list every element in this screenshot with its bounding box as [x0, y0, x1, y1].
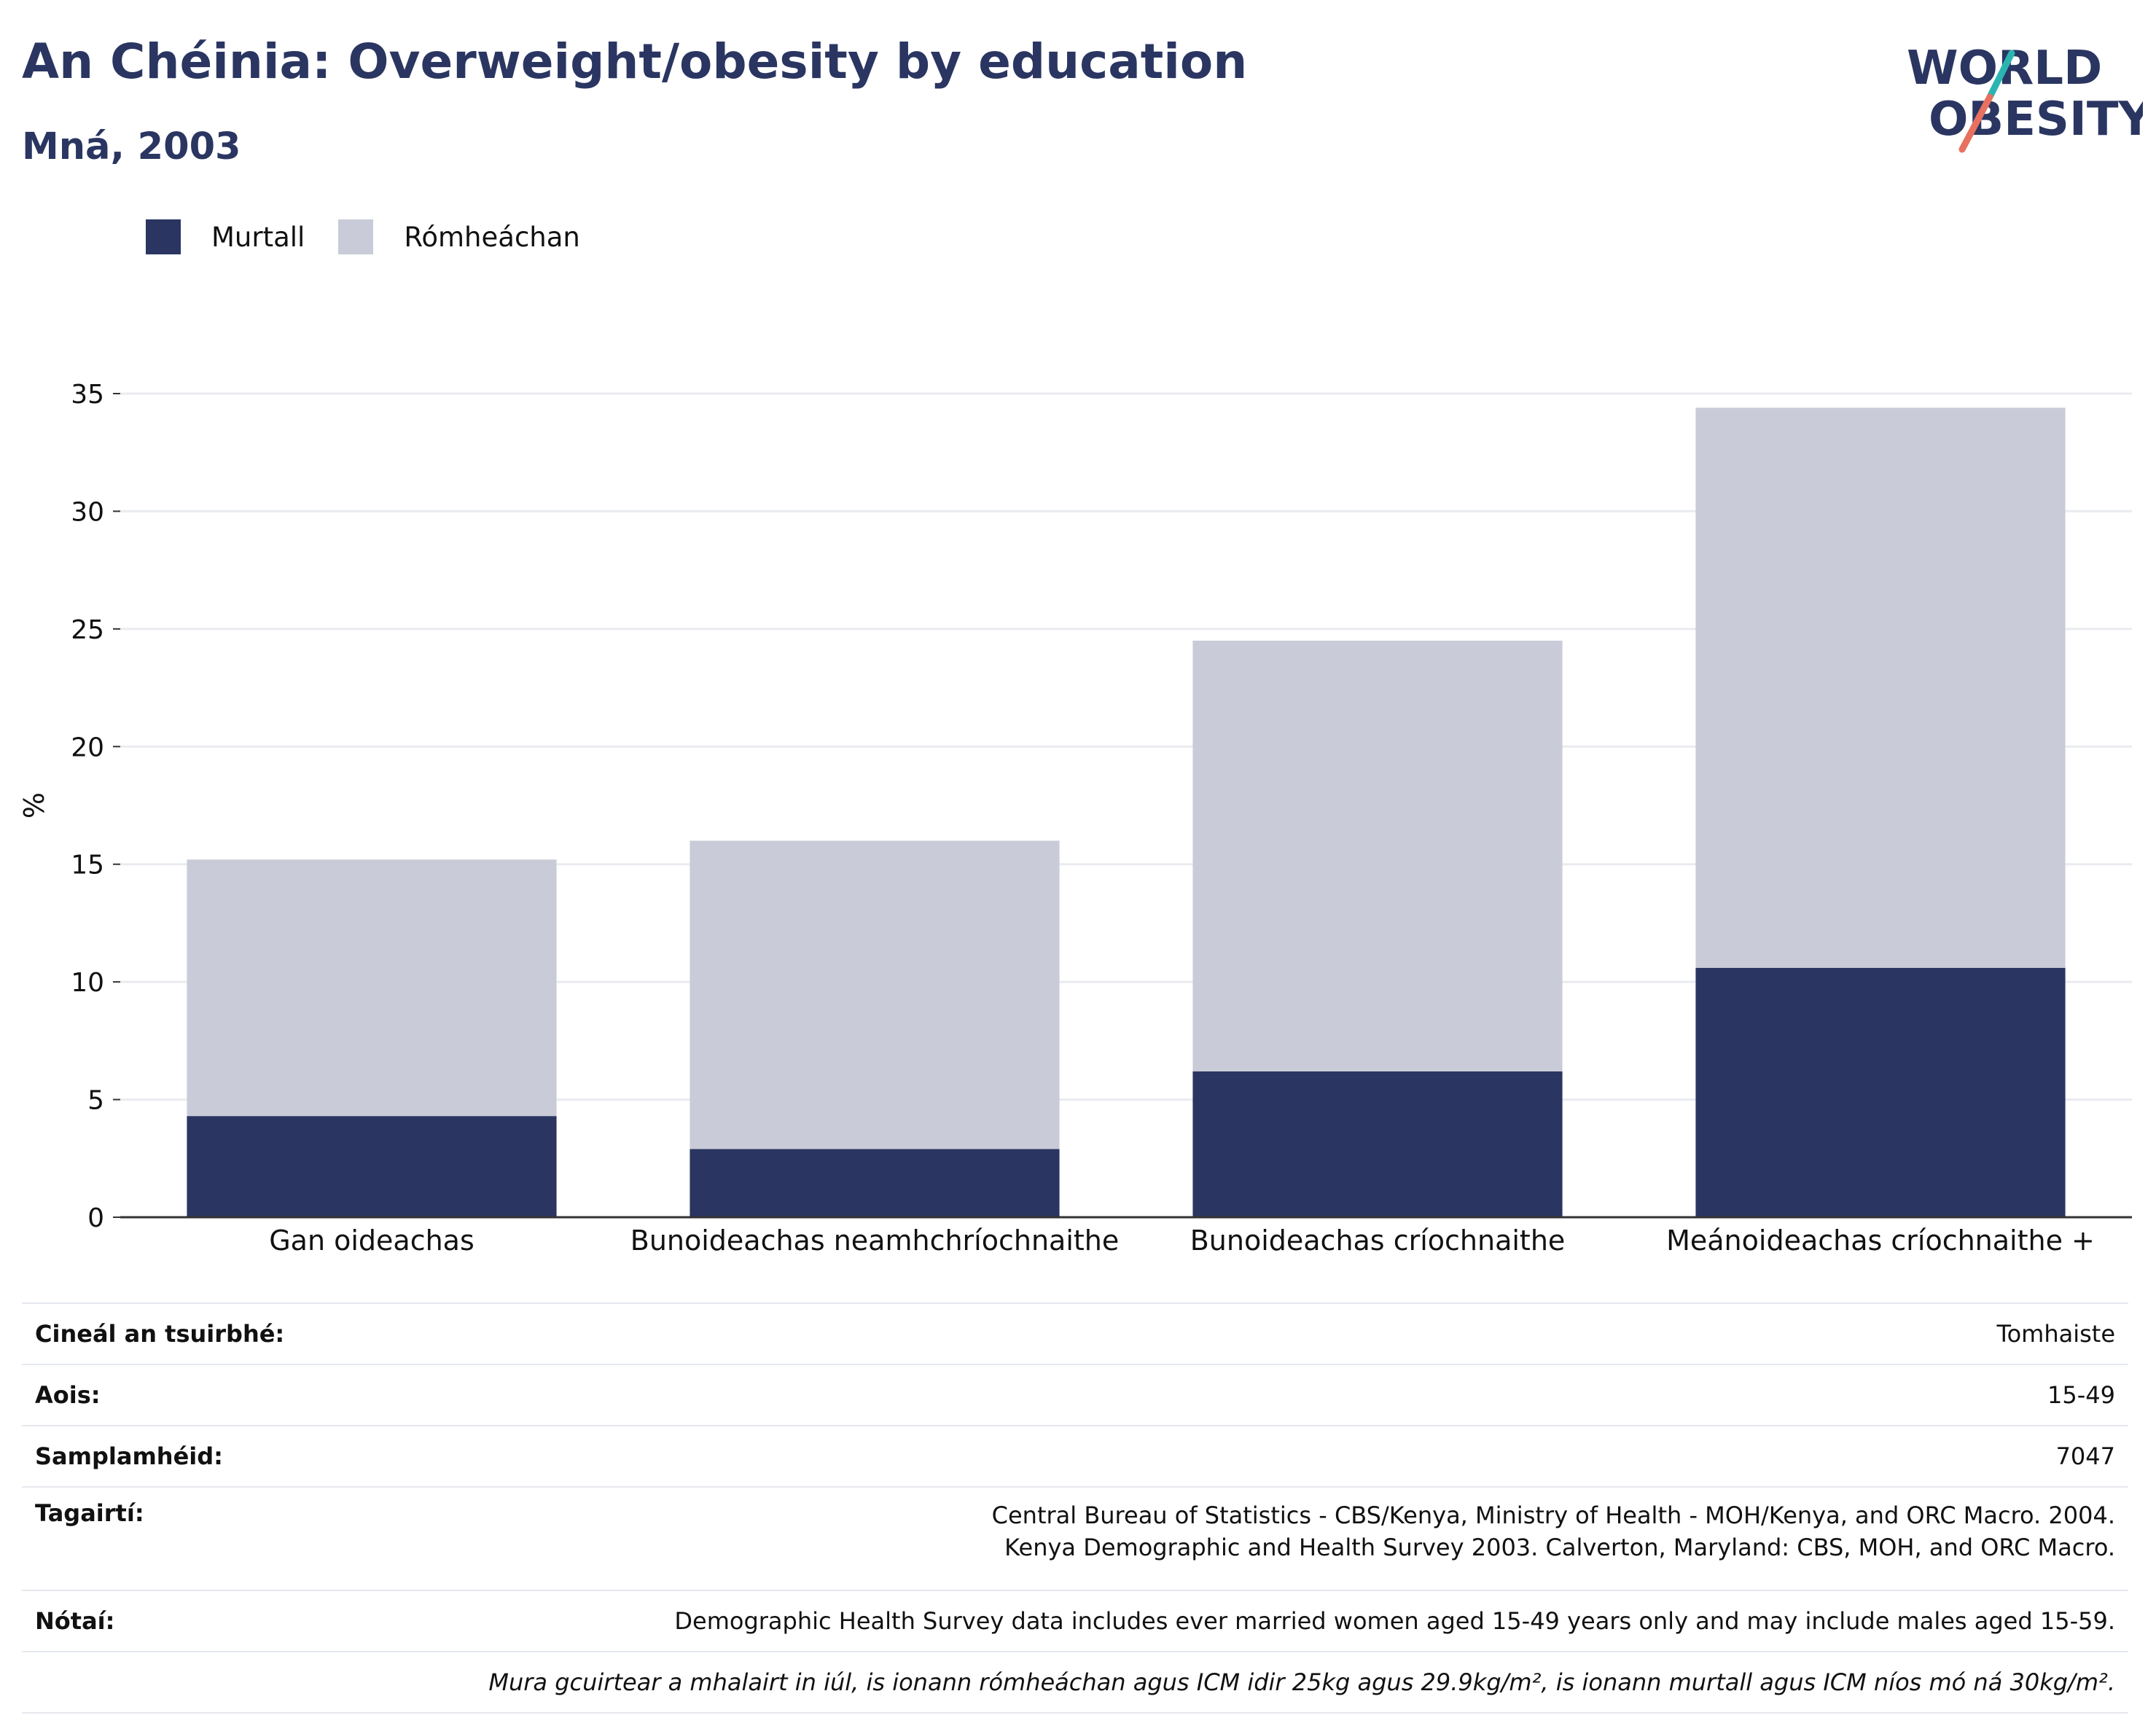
bar-overweight-1 [690, 840, 1060, 1149]
x-tick-label-3: Meánoideachas críochnaithe + [1666, 1225, 2095, 1257]
y-tick-label-20: 20 [71, 733, 104, 762]
y-tick-label-5: 5 [87, 1086, 104, 1116]
bar-obesity-1 [690, 1149, 1060, 1217]
info-value-notes: Demographic Health Survey data includes … [354, 1590, 2128, 1652]
y-tick-label-0: 0 [87, 1203, 104, 1233]
info-label-definition [22, 1651, 354, 1714]
bar-obesity-2 [1192, 1071, 1563, 1217]
legend-label-obesity: Murtall [211, 221, 305, 253]
info-value-survey-type: Tomhaiste [354, 1303, 2128, 1365]
y-tick-label-25: 25 [71, 615, 104, 645]
y-tick-label-30: 30 [71, 497, 104, 527]
logo-slash-top [1986, 50, 2015, 101]
info-row-age: Aois: 15-49 [22, 1364, 2128, 1426]
y-tick-label-15: 15 [71, 851, 104, 880]
legend-swatch-overweight [338, 219, 374, 254]
world-obesity-logo: WORLD OBESITY [1907, 42, 2143, 153]
bar-overweight-0 [187, 859, 557, 1117]
info-value-sample-size: 7047 [354, 1425, 2128, 1488]
chart-title: An Chéinia: Overweight/obesity by educat… [22, 34, 1248, 90]
info-label-references: Tagairtí: [22, 1486, 354, 1591]
info-label-notes: Nótaí: [22, 1590, 354, 1652]
legend-item-overweight[interactable]: Rómheáchan [338, 219, 580, 254]
bar-overweight-2 [1192, 641, 1563, 1071]
info-value-references: Central Bureau of Statistics - CBS/Kenya… [354, 1486, 2128, 1591]
chart-subtitle: Mná, 2003 [22, 125, 241, 168]
y-tick-label-10: 10 [71, 968, 104, 998]
x-tick-label-2: Bunoideachas críochnaithe [1190, 1225, 1566, 1257]
logo-slash-bottom [1958, 93, 1993, 153]
info-row-survey-type: Cineál an tsuirbhé: Tomhaiste [22, 1303, 2128, 1365]
legend-item-obesity[interactable]: Murtall [146, 219, 305, 254]
info-label-age: Aois: [22, 1364, 354, 1426]
info-row-definition: Mura gcuirtear a mhalairt in iúl, is ion… [22, 1651, 2128, 1714]
info-value-age: 15-49 [354, 1364, 2128, 1426]
info-row-references: Tagairtí: Central Bureau of Statistics -… [22, 1486, 2128, 1591]
stacked-bar-chart: 0 5 10 15 20 25 30 35% Gan oideachas Bunoideachas… [18, 380, 2132, 1257]
info-row-sample-size: Samplamhéid: 7047 [22, 1425, 2128, 1488]
y-axis-label: % [18, 792, 50, 819]
chart-legend: Murtall Rómheáchan [146, 215, 614, 259]
survey-info-table: Cineál an tsuirbhé: Tomhaiste Aois: 15-4… [22, 1303, 2128, 1714]
x-tick-label-0: Gan oideachas [269, 1225, 474, 1257]
bar-obesity-0 [187, 1116, 557, 1217]
bar-obesity-3 [1695, 967, 2066, 1217]
logo-word-obesity: OBESITY [1929, 93, 2143, 147]
info-label-sample-size: Samplamhéid: [22, 1425, 354, 1488]
info-row-notes: Nótaí: Demographic Health Survey data in… [22, 1590, 2128, 1652]
info-value-definition: Mura gcuirtear a mhalairt in iúl, is ion… [354, 1651, 2128, 1714]
x-tick-label-1: Bunoideachas neamhchríochnaithe [630, 1225, 1120, 1257]
legend-swatch-obesity [146, 219, 181, 254]
legend-label-overweight: Rómheáchan [404, 221, 580, 253]
info-label-survey-type: Cineál an tsuirbhé: [22, 1303, 354, 1365]
y-tick-label-35: 35 [71, 380, 104, 410]
bar-overweight-3 [1695, 407, 2066, 968]
